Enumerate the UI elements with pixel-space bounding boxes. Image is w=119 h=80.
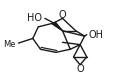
Text: Me: Me (3, 40, 15, 49)
Text: O: O (59, 10, 66, 20)
Text: OH: OH (89, 30, 104, 40)
Text: O: O (76, 64, 84, 74)
Polygon shape (52, 22, 62, 31)
Text: HO: HO (27, 13, 42, 23)
